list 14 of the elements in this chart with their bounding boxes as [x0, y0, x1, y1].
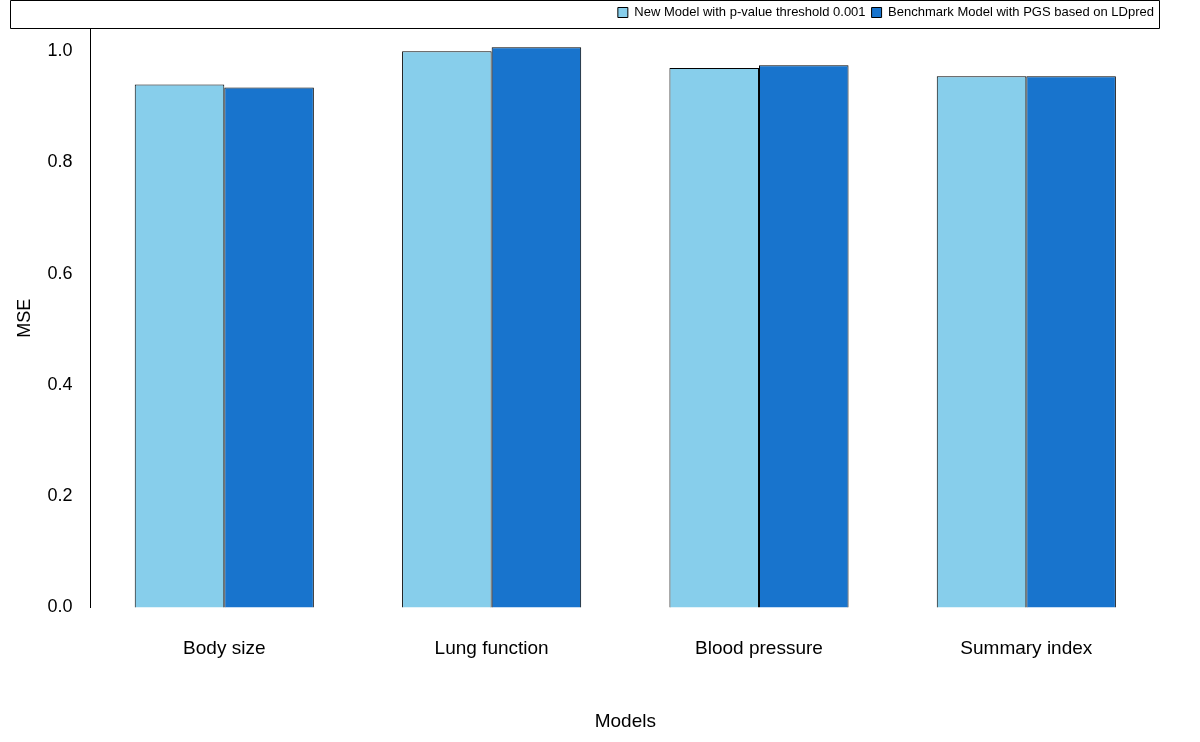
x-tick-label: Lung function — [434, 637, 549, 659]
x-tick-label: Blood pressure — [695, 637, 823, 659]
y-tick-label: 0.4 — [47, 373, 73, 394]
x-tick-label: Body size — [183, 637, 266, 659]
y-tick-label: 1.0 — [47, 40, 73, 61]
x-tick-label: Summary index — [960, 637, 1093, 659]
y-tick-label: 0.8 — [47, 151, 73, 172]
y-tick-label: 0.6 — [47, 262, 73, 283]
legend-label: New Model with p-value threshold 0.001 — [634, 4, 866, 20]
x-axis-title: Models — [594, 709, 656, 731]
y-tick-label: 0.2 — [47, 485, 73, 506]
legend-label: Benchmark Model with PGS based on LDpred — [888, 4, 1155, 20]
y-tick-label: 0.0 — [47, 596, 73, 617]
y-axis-title: MSE — [13, 298, 34, 338]
